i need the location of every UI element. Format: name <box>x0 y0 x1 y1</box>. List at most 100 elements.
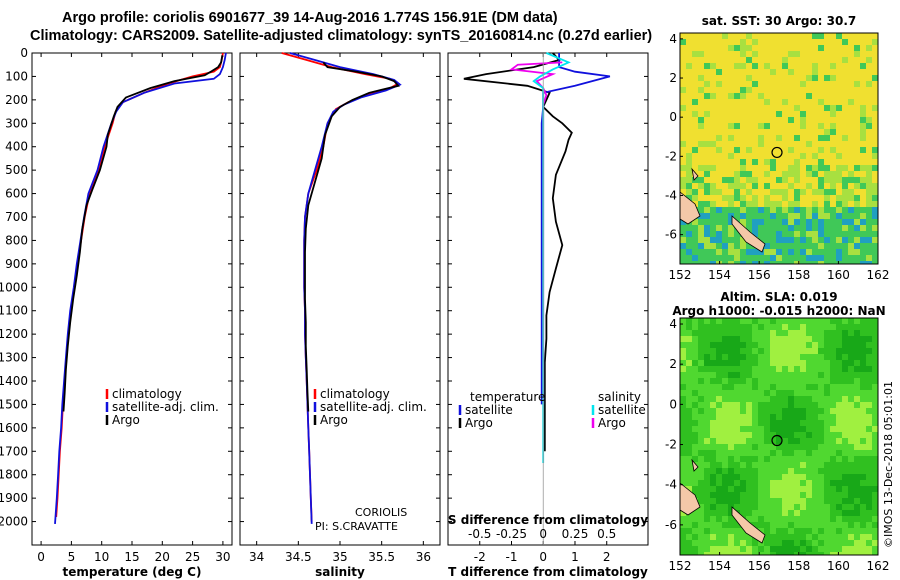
map-cell <box>866 552 872 555</box>
map-cell <box>698 336 704 342</box>
map-cell <box>782 75 788 81</box>
map-cell <box>806 249 812 255</box>
map-cell <box>800 159 806 165</box>
map-cell <box>764 87 770 93</box>
map-cell <box>824 213 830 219</box>
map-cell <box>776 147 782 153</box>
map-cell <box>842 33 848 39</box>
map-cell <box>740 504 746 510</box>
map-cell <box>818 498 824 504</box>
map-cell <box>848 540 854 546</box>
map-cell <box>776 366 782 372</box>
map-cell <box>752 336 758 342</box>
map-x-tick-label: 160 <box>827 559 850 573</box>
map-cell <box>758 45 764 51</box>
map-cell <box>776 183 782 189</box>
map-cell <box>788 396 794 402</box>
map-cell <box>848 69 854 75</box>
x-tick-label: 34 <box>249 550 264 564</box>
map-cell <box>692 57 698 63</box>
map-cell <box>830 438 836 444</box>
map-cell <box>824 69 830 75</box>
map-cell <box>836 534 842 540</box>
map-cell <box>698 372 704 378</box>
map-cell <box>722 33 728 39</box>
map-cell <box>782 81 788 87</box>
map-cell <box>728 552 734 555</box>
map-cell <box>764 402 770 408</box>
map-cell <box>830 183 836 189</box>
map-cell <box>698 432 704 438</box>
map-cell <box>866 378 872 384</box>
map-cell <box>872 510 878 516</box>
map-cell <box>704 330 710 336</box>
map-cell <box>836 324 842 330</box>
map-cell <box>752 183 758 189</box>
map-cell <box>722 147 728 153</box>
map-cell <box>722 522 728 528</box>
map-cell <box>788 456 794 462</box>
map-cell <box>704 420 710 426</box>
map-cell <box>860 165 866 171</box>
map-cell <box>728 123 734 129</box>
map-cell <box>800 516 806 522</box>
map-cell <box>698 33 704 39</box>
map-cell <box>752 219 758 225</box>
map-cell <box>698 117 704 123</box>
map-cell <box>818 450 824 456</box>
map-cell <box>680 93 686 99</box>
map-cell <box>860 39 866 45</box>
map-cell <box>788 336 794 342</box>
map-cell <box>698 57 704 63</box>
map-cell <box>794 213 800 219</box>
map-cell <box>728 117 734 123</box>
map-cell <box>728 201 734 207</box>
map-cell <box>860 336 866 342</box>
map-cell <box>842 546 848 552</box>
map-cell <box>860 171 866 177</box>
map-cell <box>722 63 728 69</box>
map-cell <box>770 189 776 195</box>
map-cell <box>680 147 686 153</box>
map-cell <box>752 504 758 510</box>
map-cell <box>854 147 860 153</box>
map-cell <box>680 366 686 372</box>
map-cell <box>770 171 776 177</box>
map-cell <box>800 438 806 444</box>
map-cell <box>734 177 740 183</box>
map-cell <box>812 219 818 225</box>
map-cell <box>770 105 776 111</box>
map-cell <box>842 318 848 324</box>
map-cell <box>770 372 776 378</box>
map-cell <box>836 39 842 45</box>
map-cell <box>734 390 740 396</box>
map-cell <box>854 390 860 396</box>
map-cell <box>734 147 740 153</box>
map-cell <box>848 105 854 111</box>
map-cell <box>842 408 848 414</box>
map-cell <box>722 177 728 183</box>
map-cell <box>776 438 782 444</box>
y-tick-label: 700 <box>5 210 28 224</box>
map-cell <box>728 261 734 264</box>
map-cell <box>734 57 740 63</box>
map-cell <box>788 498 794 504</box>
map-cell <box>860 33 866 39</box>
map-cell <box>848 45 854 51</box>
plot-frame <box>239 52 441 546</box>
x-tick-label: 0 <box>539 550 547 564</box>
map-cell <box>866 516 872 522</box>
map-cell <box>698 51 704 57</box>
map-cell <box>836 207 842 213</box>
map-cell <box>812 360 818 366</box>
map-cell <box>686 486 692 492</box>
map-cell <box>698 438 704 444</box>
map-cell <box>872 57 878 63</box>
map-cell <box>692 177 698 183</box>
map-cell <box>842 123 848 129</box>
map-cell <box>782 195 788 201</box>
map-cell <box>818 111 824 117</box>
map-cell <box>734 237 740 243</box>
map-cell <box>830 504 836 510</box>
map-cell <box>734 456 740 462</box>
